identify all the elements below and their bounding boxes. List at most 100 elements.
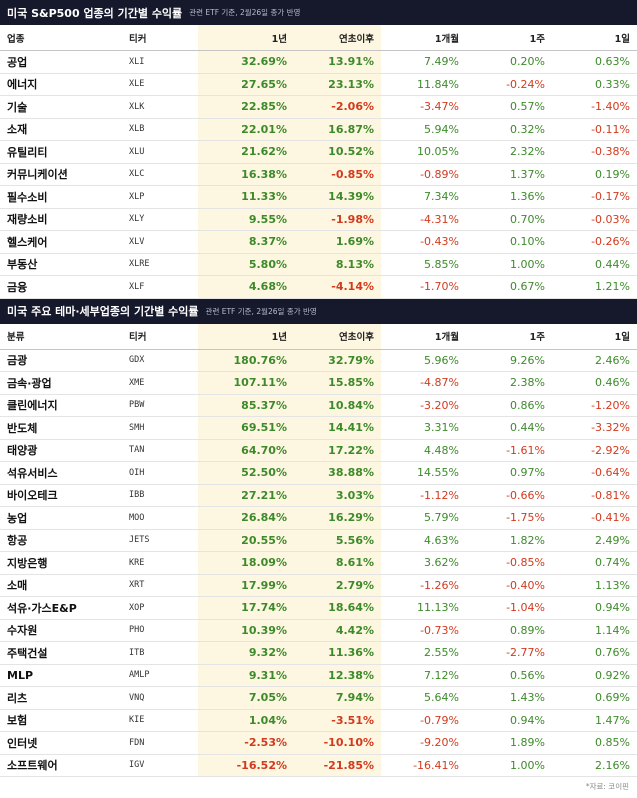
return-m1: 5.94% [381,118,466,141]
table-row: 석유서비스 OIH 52.50% 38.88% 14.55% 0.97% -0.64% [0,461,637,485]
return-w1: -1.61% [466,439,552,462]
return-m1: -0.73% [381,619,466,642]
return-ytd: 10.84% [294,394,381,417]
source-note: *자료: 코이핀 [585,782,629,791]
return-ytd: 8.61% [294,551,381,575]
ticker-symbol: KRE [122,551,198,575]
return-ytd: 14.41% [294,416,381,440]
column-header: 1주 [466,25,552,51]
return-w1: -1.04% [466,596,552,620]
ticker-symbol: IGV [122,754,198,777]
return-d1: -0.38% [552,140,637,164]
category-name: 지방은행 [0,551,122,575]
table-row: 클린에너지 PBW 85.37% 10.84% -3.20% 0.86% -1.20% [0,394,637,417]
return-ytd: 17.22% [294,439,381,462]
return-w1: -2.77% [466,641,552,665]
return-m1: 7.12% [381,664,466,687]
section-note: 관련 ETF 기준, 2월26일 종가 반영 [189,8,301,17]
category-name: 반도체 [0,416,122,440]
ticker-symbol: FDN [122,731,198,755]
ticker-symbol: XLK [122,95,198,119]
table-row: 금광 GDX 180.76% 32.79% 5.96% 9.26% 2.46% [0,349,637,372]
table-row: 석유·가스E&P XOP 17.74% 18.64% 11.13% -1.04% 0.94% [0,596,637,620]
return-y1: 64.70% [198,439,294,462]
table-row: 항공 JETS 20.55% 5.56% 4.63% 1.82% 2.49% [0,529,637,552]
category-name: 항공 [0,529,122,552]
return-m1: 10.05% [381,140,466,164]
return-y1: 20.55% [198,529,294,552]
category-name: 금광 [0,349,122,372]
category-name: 소재 [0,118,122,141]
return-w1: 0.70% [466,208,552,231]
return-m1: 5.79% [381,506,466,530]
category-name: 부동산 [0,253,122,276]
return-m1: 3.31% [381,416,466,440]
table-row: 보험 KIE 1.04% -3.51% -0.79% 0.94% 1.47% [0,709,637,732]
column-header: 티커 [122,323,198,350]
category-name: 커뮤니케이션 [0,163,122,186]
return-m1: 2.55% [381,641,466,665]
return-w1: 1.00% [466,754,552,777]
return-ytd: 8.13% [294,253,381,276]
ticker-symbol: XME [122,371,198,395]
table-row: 헬스케어 XLV 8.37% 1.69% -0.43% 0.10% -0.26% [0,230,637,254]
return-w1: 0.56% [466,664,552,687]
ticker-symbol: IBB [122,484,198,507]
return-m1: -4.87% [381,371,466,395]
table-row: 커뮤니케이션 XLC 16.38% -0.85% -0.89% 1.37% 0.19% [0,163,637,186]
return-m1: 5.85% [381,253,466,276]
return-m1: 7.34% [381,185,466,209]
section-note: 관련 ETF 기준, 2월26일 종가 반영 [205,306,317,316]
table-row: 소재 XLB 22.01% 16.87% 5.94% 0.32% -0.11% [0,118,637,141]
return-w1: 0.94% [466,709,552,732]
return-d1: 0.69% [552,686,637,710]
return-d1: -0.17% [552,185,637,209]
return-m1: -9.20% [381,731,466,755]
ticker-symbol: SMH [122,416,198,440]
return-w1: -0.24% [466,73,552,96]
table-row: 재량소비 XLY 9.55% -1.98% -4.31% 0.70% -0.03% [0,208,637,231]
column-header: 티커 [122,25,198,51]
return-y1: 10.39% [198,619,294,642]
column-header: 1년 [198,323,294,350]
return-ytd: 16.29% [294,506,381,530]
return-m1: 11.84% [381,73,466,96]
return-ytd: 10.52% [294,140,381,164]
return-w1: -0.40% [466,574,552,597]
ticker-symbol: XLP [122,185,198,209]
column-header: 분류 [0,323,122,350]
return-m1: -3.47% [381,95,466,119]
return-y1: 107.11% [198,371,294,395]
return-y1: 7.05% [198,686,294,710]
return-ytd: 13.91% [294,50,381,74]
return-ytd: 1.69% [294,230,381,254]
column-header: 연초이후 [294,323,381,350]
return-ytd: -2.06% [294,95,381,119]
return-y1: 32.69% [198,50,294,74]
category-name: 금속·광업 [0,371,122,395]
ticker-symbol: XLC [122,163,198,186]
return-d1: 0.85% [552,731,637,755]
return-ytd: 15.85% [294,371,381,395]
category-name: 소프트웨어 [0,754,122,777]
ticker-symbol: TAN [122,439,198,462]
return-y1: 9.55% [198,208,294,231]
return-d1: 2.16% [552,754,637,777]
ticker-symbol: OIH [122,461,198,485]
return-m1: 14.55% [381,461,466,485]
category-name: 기술 [0,95,122,119]
column-header: 1일 [552,25,637,51]
return-w1: 0.32% [466,118,552,141]
return-d1: -1.20% [552,394,637,417]
return-ytd: 32.79% [294,349,381,372]
category-name: 클린에너지 [0,394,122,417]
ticker-symbol: XRT [122,574,198,597]
table-row: MLP AMLP 9.31% 12.38% 7.12% 0.56% 0.92% [0,664,637,687]
return-d1: -0.64% [552,461,637,485]
return-m1: -0.43% [381,230,466,254]
category-name: 공업 [0,50,122,74]
table-row: 주택건설 ITB 9.32% 11.36% 2.55% -2.77% 0.76% [0,641,637,665]
return-y1: 8.37% [198,230,294,254]
return-w1: 0.67% [466,275,552,299]
return-ytd: 2.79% [294,574,381,597]
